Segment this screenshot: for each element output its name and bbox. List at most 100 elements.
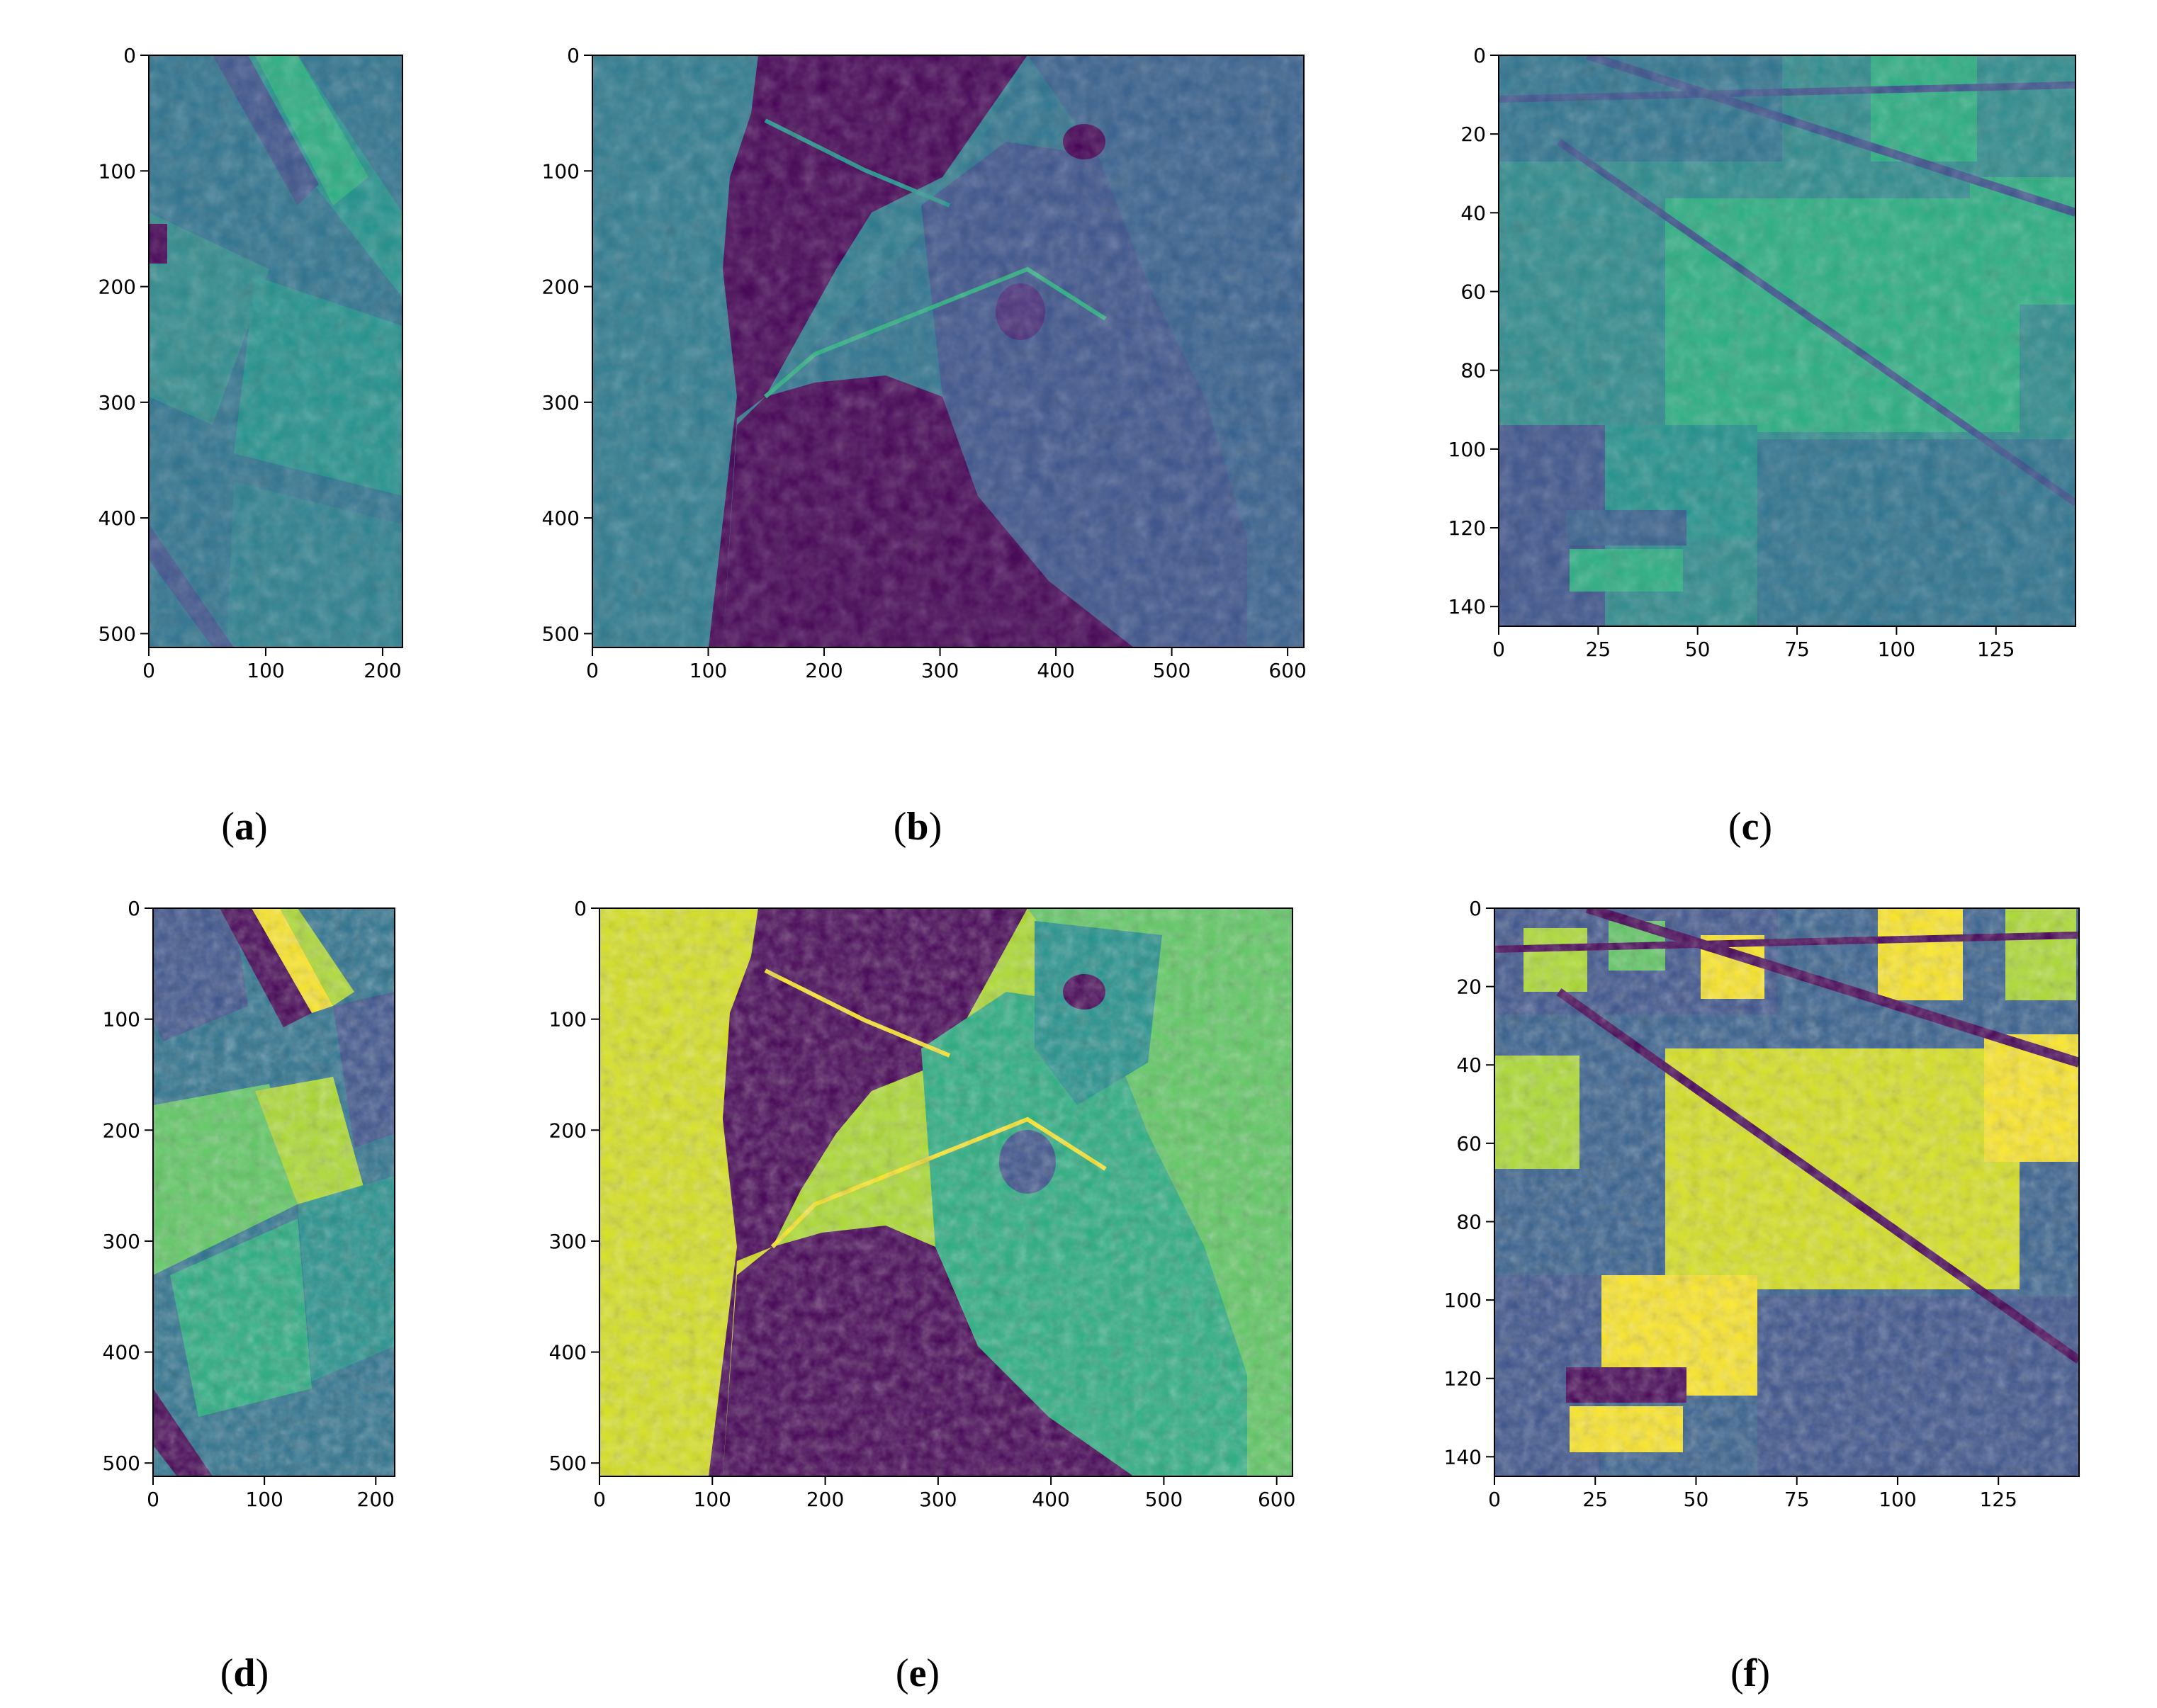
y-tick-label-d: 500 — [103, 1452, 140, 1475]
panel-a: 0 100 200 0 100 200 300 400 500 (a) — [98, 44, 403, 849]
x-tick-label-d: 200 — [357, 1488, 395, 1511]
y-tick-label-e: 400 — [549, 1341, 587, 1364]
panel-d: 0 100 200 0 100 200 300 400 500 (d) — [103, 897, 395, 1695]
y-tick-label-d: 0 — [128, 897, 140, 920]
x-tick-label-b: 500 — [1153, 659, 1190, 682]
x-tick-label-e: 500 — [1145, 1488, 1183, 1511]
axes-frame-d — [152, 907, 395, 1477]
x-tick-label-c: 125 — [1977, 638, 2015, 661]
x-tick-label-d: 100 — [245, 1488, 283, 1511]
x-tick-label-c: 100 — [1878, 638, 1915, 661]
y-tick-label-a: 500 — [98, 622, 136, 645]
panel-f: 0 25 50 75 100 125 0 20 40 60 80 100 120 140 (f) — [1444, 897, 2080, 1695]
heatmap-image-b — [592, 55, 1304, 647]
x-tick-label-b: 200 — [805, 659, 843, 682]
y-tick-label-c: 60 — [1460, 281, 1486, 304]
y-tick-label-c: 120 — [1448, 516, 1486, 540]
y-tick-label-b: 100 — [542, 159, 580, 183]
panel-c: 0 25 50 75 100 125 0 20 40 60 80 100 120 140 (c) — [1448, 44, 2076, 849]
x-tick-label-b: 400 — [1037, 659, 1074, 682]
x-tick-label-f: 25 — [1582, 1488, 1608, 1511]
y-tick-label-e: 300 — [549, 1230, 587, 1253]
y-tick-label-a: 0 — [123, 44, 136, 67]
axes-frame-e — [599, 907, 1293, 1477]
x-tick-label-e: 600 — [1258, 1488, 1295, 1511]
panel-label-e: (e) — [896, 1651, 940, 1695]
x-tick-label-d: 0 — [147, 1488, 159, 1511]
axes-frame-b — [592, 55, 1305, 648]
ticks-e: 0 100 200 300 400 500 600 0 100 200 300 400 500 — [549, 897, 1296, 1511]
x-tick-label-a: 0 — [142, 659, 155, 682]
y-tick-label-f: 80 — [1456, 1210, 1482, 1233]
x-tick-label-b: 0 — [586, 659, 599, 682]
y-tick-label-c: 140 — [1448, 595, 1486, 618]
ticks-d: 0 100 200 0 100 200 300 400 500 — [103, 897, 395, 1511]
y-tick-label-b: 0 — [567, 44, 580, 67]
y-tick-label-b: 500 — [542, 622, 580, 645]
x-tick-label-f: 0 — [1488, 1488, 1501, 1511]
y-tick-label-e: 100 — [549, 1008, 587, 1031]
panel-label-a: (a) — [221, 805, 267, 849]
y-tick-label-e: 500 — [549, 1452, 587, 1475]
panel-e: 0 100 200 300 400 500 600 0 100 200 300 400 500 (e) — [549, 897, 1296, 1695]
ticks-a: 0 100 200 0 100 200 300 400 500 — [98, 44, 402, 682]
x-tick-label-c: 0 — [1492, 638, 1505, 661]
heatmap-image-d — [153, 908, 395, 1476]
y-tick-label-e: 200 — [549, 1119, 587, 1142]
heatmap-image-e — [599, 908, 1292, 1476]
x-tick-label-b: 300 — [921, 659, 959, 682]
x-tick-label-c: 50 — [1685, 638, 1711, 661]
y-tick-label-a: 200 — [98, 276, 136, 299]
y-tick-label-f: 120 — [1444, 1367, 1482, 1391]
y-tick-label-c: 80 — [1460, 359, 1486, 383]
x-tick-label-f: 75 — [1784, 1488, 1810, 1511]
x-tick-label-a: 200 — [364, 659, 401, 682]
ticks-b: 0 100 200 300 400 500 600 0 100 200 300 400 500 — [542, 44, 1307, 682]
y-tick-label-d: 300 — [103, 1230, 140, 1253]
y-tick-label-f: 0 — [1469, 897, 1482, 920]
y-tick-label-a: 100 — [98, 159, 136, 183]
heatmap-image-c — [1499, 55, 2076, 626]
heatmap-image-f — [1494, 908, 2079, 1476]
x-tick-label-e: 100 — [694, 1488, 731, 1511]
x-tick-label-b: 100 — [689, 659, 727, 682]
axes-frame-f — [1494, 907, 2080, 1477]
axes-frame-c — [1498, 55, 2076, 627]
y-tick-label-f: 140 — [1444, 1445, 1482, 1469]
y-tick-label-b: 200 — [542, 276, 580, 299]
panel-label-c: (c) — [1728, 805, 1772, 849]
panel-label-b: (b) — [894, 805, 942, 849]
x-tick-label-e: 200 — [806, 1488, 844, 1511]
x-tick-label-e: 400 — [1032, 1488, 1069, 1511]
y-tick-label-c: 20 — [1460, 123, 1486, 146]
x-tick-label-c: 75 — [1784, 638, 1810, 661]
y-tick-label-e: 0 — [574, 897, 587, 920]
y-tick-label-c: 40 — [1460, 201, 1486, 225]
y-tick-label-d: 400 — [103, 1341, 140, 1364]
y-tick-label-f: 60 — [1456, 1132, 1482, 1155]
y-tick-label-f: 20 — [1456, 975, 1482, 999]
ticks-f: 0 25 50 75 100 125 0 20 40 60 80 100 120 140 — [1444, 897, 2017, 1511]
panel-label-f: (f) — [1730, 1651, 1770, 1695]
x-tick-label-a: 100 — [247, 659, 284, 682]
y-tick-label-c: 100 — [1448, 438, 1486, 461]
y-tick-label-b: 300 — [542, 391, 580, 414]
y-tick-label-c: 0 — [1473, 44, 1486, 67]
y-tick-label-b: 400 — [542, 507, 580, 530]
axes-frame-a — [148, 55, 403, 648]
y-tick-label-d: 200 — [103, 1119, 140, 1142]
x-tick-label-f: 100 — [1879, 1488, 1916, 1511]
y-tick-label-a: 300 — [98, 391, 136, 414]
y-tick-label-f: 100 — [1444, 1289, 1482, 1312]
heatmap-image-a — [149, 55, 402, 647]
panel-b: 0 100 200 300 400 500 600 0 100 200 300 400 500 (b) — [542, 44, 1307, 849]
x-tick-label-e: 0 — [593, 1488, 606, 1511]
x-tick-label-f: 50 — [1684, 1488, 1709, 1511]
x-tick-label-b: 600 — [1268, 659, 1306, 682]
panel-label-d: (d) — [220, 1651, 269, 1695]
y-tick-label-d: 100 — [103, 1008, 140, 1031]
x-tick-label-e: 300 — [919, 1488, 957, 1511]
ticks-c: 0 25 50 75 100 125 0 20 40 60 80 100 120 140 — [1448, 44, 2015, 661]
x-tick-label-c: 25 — [1586, 638, 1611, 661]
